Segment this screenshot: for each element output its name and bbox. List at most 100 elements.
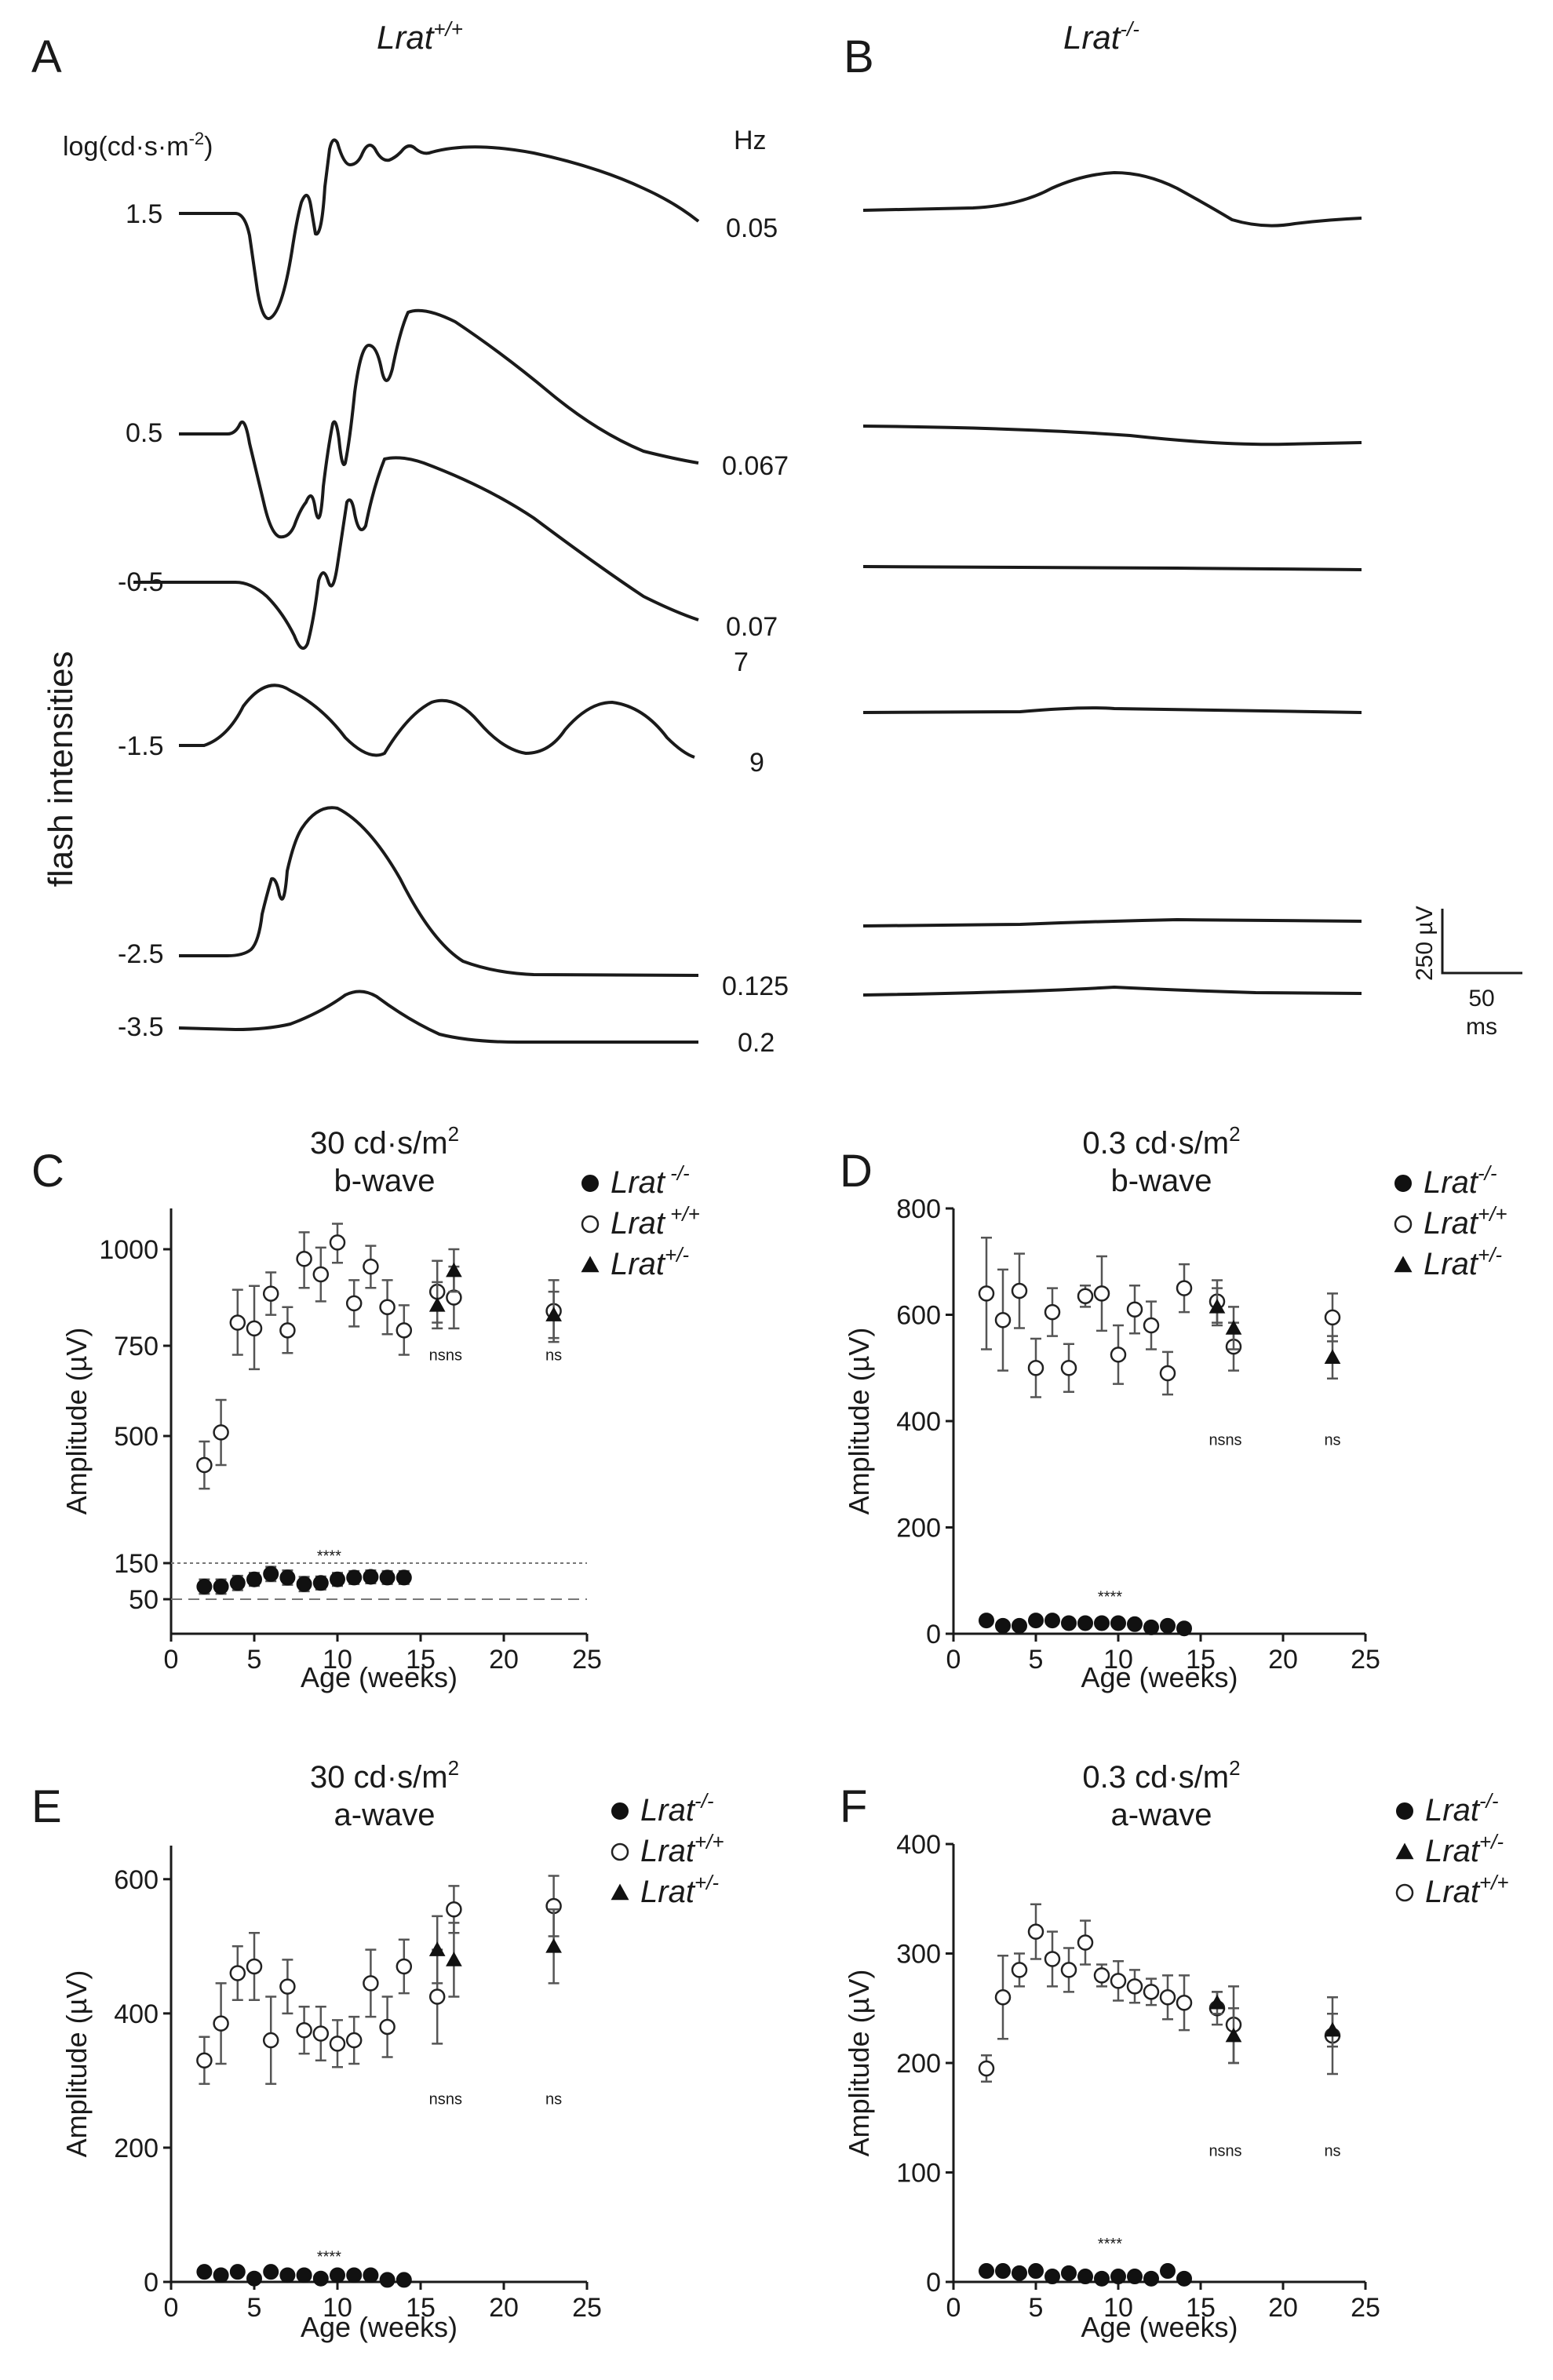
legend-marker xyxy=(611,1883,629,1901)
legend-label-sup: -/- xyxy=(1478,1161,1497,1185)
stat-annotation: ns xyxy=(1225,2143,1241,2160)
x-axis-label: Age (weeks) xyxy=(301,2311,458,2343)
data-point xyxy=(1012,2265,1027,2281)
y-tick-label: 800 xyxy=(896,1194,941,1224)
intensity-label: -1.5 xyxy=(118,731,164,761)
legend-label-name: Lrat xyxy=(1425,1834,1481,1868)
data-point xyxy=(246,1320,263,1337)
legend-marker xyxy=(611,1842,629,1861)
data-point xyxy=(1110,1615,1126,1631)
erg-trace-wt-neg1.5 xyxy=(179,683,695,759)
legend-label-sup: -/- xyxy=(1479,1789,1499,1813)
data-point xyxy=(1044,1613,1060,1629)
axis-lines xyxy=(952,1844,1365,2283)
data-point xyxy=(345,2032,363,2049)
data-point xyxy=(213,2015,229,2032)
data-point xyxy=(1208,1994,1226,2010)
frequency-label: 0.07 xyxy=(726,612,778,642)
data-point xyxy=(428,1941,446,1956)
stat-annotation: ns xyxy=(429,1347,446,1364)
data-point xyxy=(446,1952,462,1966)
data-point xyxy=(363,1975,379,1992)
data-point xyxy=(1127,1616,1143,1632)
y-axis-label: Amplitude (µV) xyxy=(60,1970,93,2158)
legend-label-name: Lrat xyxy=(611,1247,666,1281)
data-point xyxy=(979,2263,994,2280)
legend-label: Lrat+/- xyxy=(640,1871,719,1909)
data-point xyxy=(1143,1984,1160,2000)
data-point xyxy=(246,1958,263,1975)
y-tick-label: 600 xyxy=(896,1301,941,1331)
data-point xyxy=(363,1569,379,1585)
intensity-unit-label: log(cd·s·m-2) xyxy=(63,129,213,162)
data-point xyxy=(1324,1309,1341,1326)
chart-subtitle: b-wave xyxy=(1111,1164,1212,1198)
chart-title-sup: 2 xyxy=(448,1122,459,1146)
series-filled-circle xyxy=(979,2263,1192,2287)
y-tick-label: 500 xyxy=(114,1422,159,1452)
scale-bar-voltage: 250 µV xyxy=(1412,906,1438,981)
data-point xyxy=(1176,1995,1193,2011)
legend-label-name: Lrat xyxy=(640,1793,696,1828)
data-point xyxy=(1094,2270,1110,2287)
data-point xyxy=(428,1988,446,2005)
x-axis-label: Age (weeks) xyxy=(301,1661,458,1693)
axis-lines xyxy=(170,1208,587,1635)
legend-label-name: Lrat xyxy=(640,1875,696,1909)
data-point xyxy=(262,1285,279,1302)
legend-label: Lrat-/- xyxy=(1424,1161,1497,1200)
data-point xyxy=(263,1565,279,1582)
axis-lines xyxy=(952,1208,1365,1635)
data-point xyxy=(545,1937,562,1953)
axis-lines xyxy=(170,1846,587,2283)
data-point xyxy=(1143,2270,1159,2287)
series-open-circle xyxy=(196,1223,562,1490)
data-point xyxy=(312,1575,329,1591)
data-point xyxy=(246,1571,262,1587)
data-point xyxy=(994,1989,1012,2006)
data-point xyxy=(1159,1989,1176,2006)
data-point xyxy=(312,1266,330,1283)
data-point xyxy=(994,1312,1012,1328)
legend-marker xyxy=(1394,1215,1413,1234)
erg-trace-wt-neg2.5 xyxy=(179,806,699,977)
stat-annotation: **** xyxy=(317,2248,341,2265)
data-point xyxy=(1225,2027,1242,2043)
y-tick-label: 750 xyxy=(114,1332,159,1361)
chart-subtitle: a-wave xyxy=(334,1798,436,1832)
title-lrat-wt: Lrat+/+ xyxy=(377,17,463,56)
x-axis-label: Age (weeks) xyxy=(1081,2311,1238,2343)
legend-label-name: Lrat xyxy=(1424,1247,1479,1281)
y-tick-label: 150 xyxy=(114,1549,159,1579)
x-tick-label: 20 xyxy=(489,2293,519,2323)
stat-annotation: **** xyxy=(1098,2236,1122,2253)
panel-letter-c: C xyxy=(31,1146,64,1197)
y-tick-label: 400 xyxy=(114,1999,159,2029)
erg-trace-ko-neg1.5 xyxy=(862,706,1362,714)
legend-marker xyxy=(581,1256,600,1273)
data-point xyxy=(396,2272,412,2288)
panel-letter-b: B xyxy=(844,31,874,82)
legend-label-name: Lrat xyxy=(1424,1206,1479,1241)
data-point xyxy=(379,1299,396,1316)
x-tick-label: 10 xyxy=(323,1645,352,1675)
legend-label: Lrat+/+ xyxy=(1425,1871,1509,1909)
stat-annotation: ns xyxy=(446,2090,462,2108)
data-point xyxy=(1176,2270,1192,2287)
data-point xyxy=(1225,1320,1242,1335)
data-point xyxy=(213,2267,229,2283)
legend-label: Lrat+/+ xyxy=(1424,1202,1507,1241)
data-point xyxy=(1143,1317,1160,1334)
data-point xyxy=(296,1251,312,1267)
frequency-label: 9 xyxy=(749,748,764,778)
data-point xyxy=(229,1575,246,1591)
data-point xyxy=(1110,1347,1127,1363)
y-tick-label: 0 xyxy=(926,2268,941,2298)
intensity-label: 0.5 xyxy=(126,418,162,448)
data-point xyxy=(379,2272,396,2288)
series-filled-circle xyxy=(196,2264,412,2288)
legend-label-sup: +/+ xyxy=(1479,1871,1509,1894)
legend-label: Lrat+/- xyxy=(1424,1243,1502,1281)
frequency-label: 0.05 xyxy=(726,213,778,243)
y-tick-label: 400 xyxy=(896,1407,941,1437)
